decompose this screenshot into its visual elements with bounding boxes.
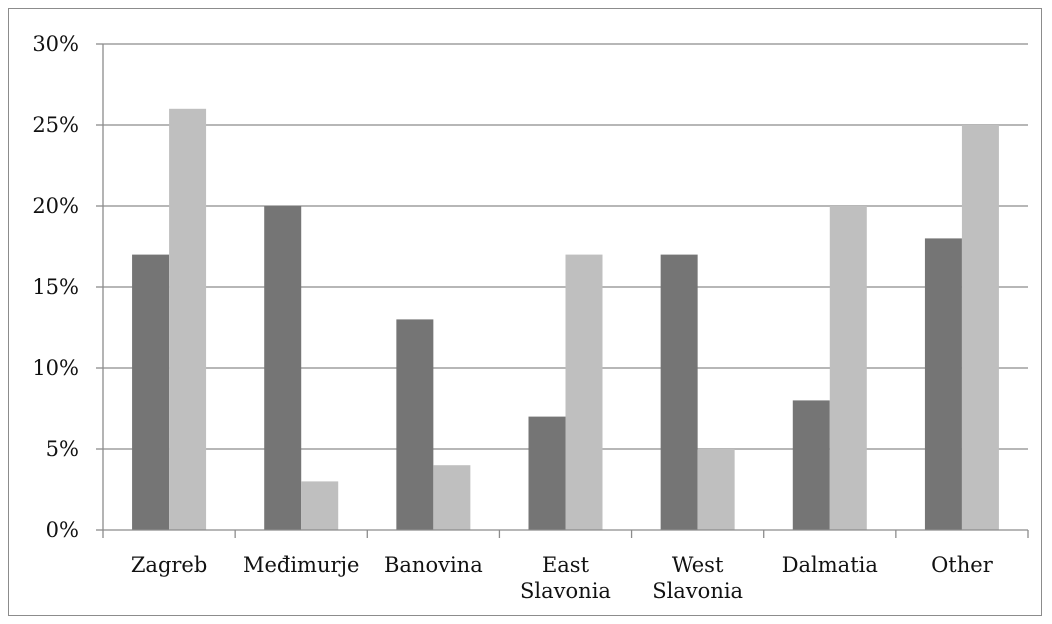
x-category-label: Međimurje [243, 553, 360, 577]
bar-series-2 [433, 465, 471, 530]
bar-series-2 [169, 108, 207, 531]
axes [96, 43, 1029, 538]
x-category-label: Banovina [384, 553, 483, 577]
y-tick-label: 0% [46, 518, 79, 542]
x-category-label: West [672, 553, 724, 577]
y-tick-label: 25% [32, 113, 79, 137]
y-tick-label: 20% [32, 194, 79, 218]
y-tick-label: 15% [32, 275, 79, 299]
x-category-label: Other [931, 553, 994, 577]
bars [132, 108, 999, 531]
bar-series-2 [301, 481, 339, 530]
bar-series-1 [264, 206, 302, 530]
bar-series-1 [528, 416, 566, 530]
y-tick-label: 5% [46, 437, 79, 461]
bar-series-2 [565, 254, 603, 530]
bar-series-1 [924, 238, 962, 530]
x-category-label: Dalmatia [782, 553, 878, 577]
bar-series-1 [396, 319, 434, 530]
y-tick-label: 30% [32, 32, 79, 56]
labels: 0% 5% 10% 15% 20% 25% 30% Zagreb Međimurje Banovi… [32, 32, 993, 603]
x-category-label: East [542, 553, 590, 577]
bar-series-1 [792, 400, 830, 530]
bar-series-1 [132, 254, 170, 530]
y-tick-label: 10% [32, 356, 79, 380]
x-category-label: Slavonia [520, 579, 611, 603]
x-category-label: Slavonia [652, 579, 743, 603]
bar-series-2 [697, 449, 735, 530]
x-category-label: Zagreb [131, 553, 207, 577]
bar-series-2 [961, 125, 999, 530]
bar-series-2 [829, 206, 867, 530]
gridlines [103, 43, 1028, 450]
bar-series-1 [660, 254, 698, 530]
